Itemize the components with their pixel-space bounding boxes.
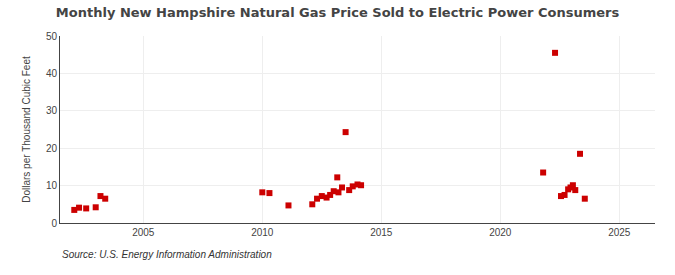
svg-text:2015: 2015 [370,227,393,238]
svg-text:Dollars per Thousand Cubic Fee: Dollars per Thousand Cubic Feet [21,56,32,203]
svg-text:30: 30 [46,105,58,116]
svg-text:0: 0 [51,218,57,229]
svg-text:10: 10 [46,180,58,191]
svg-text:50: 50 [46,31,58,42]
svg-text:2010: 2010 [251,227,274,238]
svg-text:Source: U.S. Energy Informatio: Source: U.S. Energy Information Administ… [62,249,272,260]
svg-text:2025: 2025 [608,227,631,238]
svg-text:2020: 2020 [489,227,512,238]
svg-text:40: 40 [46,68,58,79]
svg-text:2005: 2005 [132,227,155,238]
svg-text:Monthly New Hampshire Natural: Monthly New Hampshire Natural Gas Price … [56,5,620,20]
svg-text:20: 20 [46,143,58,154]
